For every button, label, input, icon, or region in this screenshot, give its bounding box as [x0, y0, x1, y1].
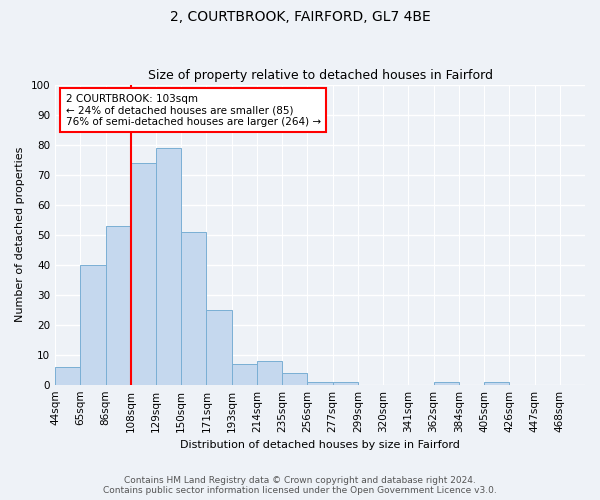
Bar [55, 366, 80, 384]
Bar [156, 148, 181, 384]
Bar [282, 372, 307, 384]
Text: 2 COURTBROOK: 103sqm
← 24% of detached houses are smaller (85)
76% of semi-detac: 2 COURTBROOK: 103sqm ← 24% of detached h… [65, 94, 321, 127]
Bar [181, 232, 206, 384]
Bar [106, 226, 131, 384]
X-axis label: Distribution of detached houses by size in Fairford: Distribution of detached houses by size … [180, 440, 460, 450]
Bar [206, 310, 232, 384]
Title: Size of property relative to detached houses in Fairford: Size of property relative to detached ho… [148, 69, 493, 82]
Bar [232, 364, 257, 384]
Bar [131, 162, 156, 384]
Text: 2, COURTBROOK, FAIRFORD, GL7 4BE: 2, COURTBROOK, FAIRFORD, GL7 4BE [170, 10, 430, 24]
Bar [434, 382, 459, 384]
Bar [484, 382, 509, 384]
Bar [307, 382, 332, 384]
Bar [80, 264, 106, 384]
Text: Contains HM Land Registry data © Crown copyright and database right 2024.
Contai: Contains HM Land Registry data © Crown c… [103, 476, 497, 495]
Y-axis label: Number of detached properties: Number of detached properties [15, 147, 25, 322]
Bar [257, 360, 282, 384]
Bar [332, 382, 358, 384]
